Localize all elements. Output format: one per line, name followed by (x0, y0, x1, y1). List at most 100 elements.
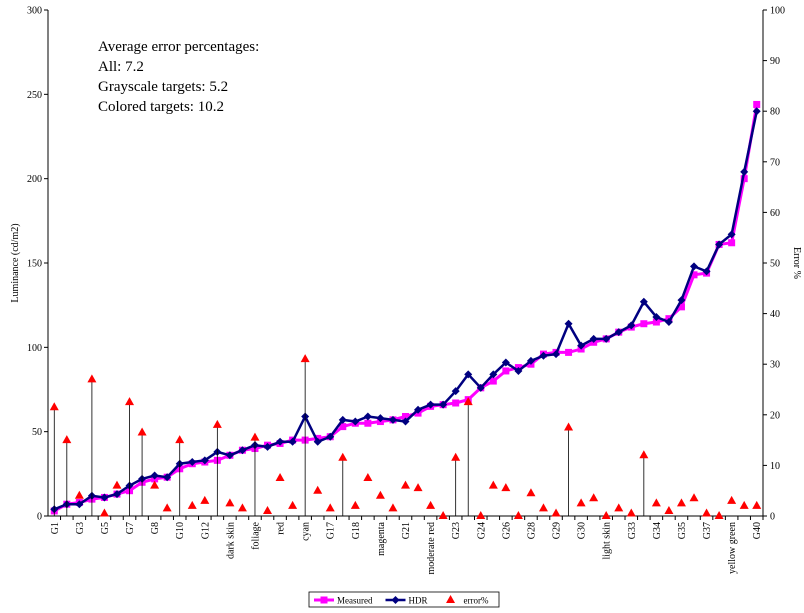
data-point (752, 500, 762, 509)
data-point (489, 370, 498, 379)
data-point (727, 495, 737, 504)
data-point (313, 485, 323, 494)
x-tick-label: G21 (401, 522, 412, 539)
data-point (125, 397, 135, 406)
x-tick-label: moderate red (426, 522, 437, 574)
data-point (250, 432, 260, 441)
data-point (137, 427, 147, 436)
legend-marker (320, 596, 328, 604)
data-point (651, 498, 661, 507)
x-tick-label: G8 (150, 522, 161, 534)
data-point (100, 493, 109, 502)
data-point (640, 320, 648, 328)
data-point (739, 500, 749, 509)
x-tick-label: G33 (627, 522, 638, 539)
data-point (401, 480, 410, 489)
data-point (639, 297, 648, 306)
data-point (62, 435, 72, 444)
data-point (200, 495, 210, 504)
x-tick-label: G35 (677, 522, 688, 539)
data-point (514, 366, 523, 375)
data-point (728, 239, 736, 247)
x-tick-label: G37 (702, 522, 713, 539)
y-tick-label: 0 (37, 512, 42, 523)
data-point (200, 456, 209, 465)
y2-tick-label: 30 (770, 360, 780, 371)
data-point (677, 296, 686, 305)
y-tick-label: 250 (27, 90, 42, 101)
x-tick-label: G18 (351, 522, 362, 539)
y-tick-label: 200 (27, 174, 42, 185)
data-point (526, 488, 536, 497)
data-point (652, 318, 660, 326)
data-point (702, 508, 712, 517)
data-point (564, 422, 574, 431)
data-point (577, 341, 586, 350)
x-tick-label: G40 (752, 522, 763, 539)
x-tick-label: G1 (50, 522, 61, 534)
data-point (300, 354, 310, 363)
data-point (677, 303, 685, 311)
data-point (564, 319, 573, 328)
data-point (538, 503, 548, 512)
data-point (652, 312, 661, 321)
data-point (627, 321, 636, 330)
data-point (150, 480, 160, 489)
y-tick-label: 300 (27, 6, 42, 17)
data-point (476, 511, 486, 519)
x-tick-label: G3 (75, 522, 86, 534)
legend-marker (391, 596, 400, 604)
data-point (463, 397, 473, 406)
data-point (75, 500, 84, 509)
data-point (288, 437, 297, 446)
legend-label: Measured (337, 596, 373, 606)
data-point (501, 358, 510, 367)
data-point (740, 167, 749, 176)
data-point (589, 334, 598, 343)
y-tick-label: 100 (27, 343, 42, 354)
legend: Measured HDR error% (308, 591, 500, 608)
data-point (426, 500, 436, 509)
data-point (690, 271, 698, 279)
data-point (489, 377, 497, 385)
data-point (276, 437, 285, 446)
data-point (175, 435, 185, 444)
data-point (501, 483, 511, 492)
data-point (388, 415, 397, 424)
legend-label: HDR (409, 596, 428, 606)
data-point (614, 328, 623, 337)
data-point (326, 432, 335, 441)
data-point (263, 442, 272, 451)
data-point (388, 503, 398, 512)
data-point (438, 511, 448, 519)
data-point (225, 498, 235, 507)
data-point (187, 500, 197, 509)
data-point (576, 498, 586, 507)
y-tick-label: 50 (32, 427, 42, 438)
data-point (188, 458, 197, 467)
data-point (288, 500, 298, 509)
y2-tick-label: 100 (770, 6, 785, 17)
y-axis-title: Luminance (cd/m2) (10, 223, 21, 302)
data-point (476, 383, 485, 392)
x-tick-label: G5 (100, 522, 111, 534)
x-tick-label: foliage (250, 521, 261, 549)
data-point (464, 370, 473, 379)
annotation: All: 7.2 (98, 59, 144, 75)
data-point (275, 473, 285, 482)
data-point (639, 450, 649, 459)
x-tick-label: yellow green (727, 522, 738, 574)
data-point (451, 387, 460, 396)
data-point (414, 405, 423, 414)
x-tick-label: red (276, 522, 287, 535)
x-tick-label: G34 (652, 522, 663, 539)
data-point (363, 473, 373, 482)
x-tick-label: G17 (326, 522, 337, 539)
data-point (112, 480, 122, 489)
legend-label: error% (464, 596, 489, 606)
data-point (452, 399, 460, 407)
data-point (74, 490, 84, 499)
legend-marker (446, 595, 456, 603)
